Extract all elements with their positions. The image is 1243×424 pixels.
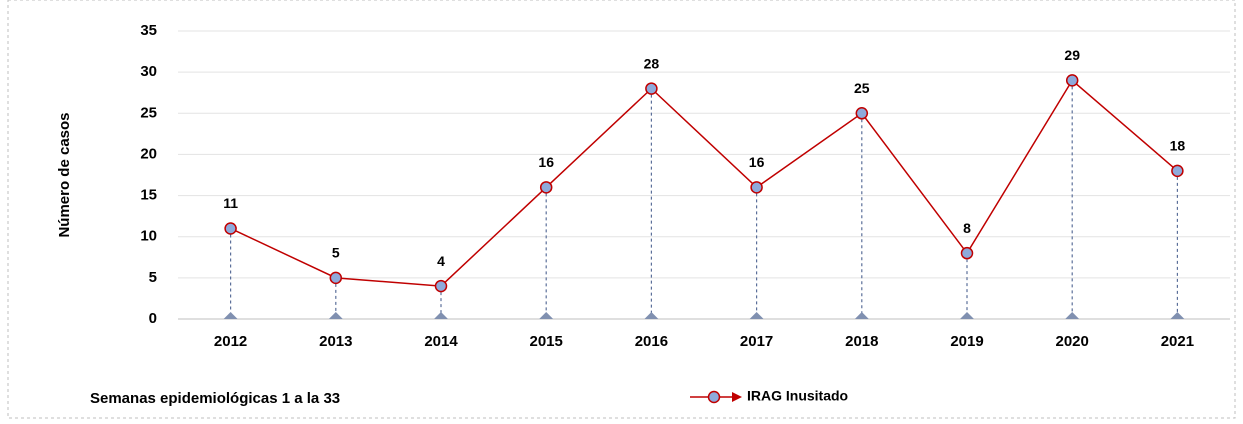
marker xyxy=(1065,74,1079,87)
x-tick-label: 2015 xyxy=(530,333,563,350)
base-marker xyxy=(960,312,974,319)
marker xyxy=(434,279,448,293)
x-tick-label: 2019 xyxy=(950,333,983,350)
marker xyxy=(224,222,237,235)
marker xyxy=(855,107,869,120)
data-label: 29 xyxy=(1064,47,1080,63)
base-marker xyxy=(854,312,869,319)
base-marker xyxy=(328,312,343,319)
marker xyxy=(329,271,343,285)
y-tick-label: 10 xyxy=(140,228,157,245)
y-tick-label: 30 xyxy=(140,63,157,80)
data-label: 5 xyxy=(332,245,340,261)
legend-label: IRAG Inusitado xyxy=(747,388,848,404)
data-label: 16 xyxy=(749,154,765,170)
marker xyxy=(645,82,658,95)
y-tick-label: 5 xyxy=(149,269,157,286)
base-marker xyxy=(539,312,554,319)
x-tick-label: 2012 xyxy=(214,333,247,350)
x-tick-label: 2016 xyxy=(635,333,668,350)
data-label: 11 xyxy=(223,195,238,211)
base-marker xyxy=(434,312,448,319)
x-tick-label: 2014 xyxy=(424,333,458,350)
y-tick-label: 25 xyxy=(140,104,157,121)
note: Semanas epidemiológicas 1 a la 33 xyxy=(90,390,340,407)
x-tick-label: 2021 xyxy=(1161,333,1194,350)
data-label: 16 xyxy=(538,154,554,170)
y-tick-label: 20 xyxy=(140,145,157,162)
marker xyxy=(750,181,763,194)
x-tick-label: 2020 xyxy=(1056,333,1089,350)
y-tick-label: 0 xyxy=(149,310,157,327)
series-line xyxy=(230,79,1178,287)
data-label: 4 xyxy=(437,253,445,269)
base-marker xyxy=(749,312,764,319)
marker xyxy=(1171,164,1184,178)
y-tick-label: 35 xyxy=(140,22,157,39)
data-label: 8 xyxy=(963,220,971,236)
x-tick-label: 2013 xyxy=(319,333,352,350)
x-tick-label: 2017 xyxy=(740,333,773,350)
legend-arrow xyxy=(732,392,742,402)
marker xyxy=(539,181,553,194)
base-marker xyxy=(223,312,238,319)
marker xyxy=(960,246,974,260)
data-label: 18 xyxy=(1170,138,1186,154)
y-axis-label: Número de casos xyxy=(56,112,73,237)
data-label: 25 xyxy=(854,80,870,96)
base-marker xyxy=(1065,312,1080,319)
base-marker xyxy=(644,312,659,319)
legend-marker xyxy=(707,390,721,404)
y-tick-label: 15 xyxy=(140,187,157,204)
base-marker xyxy=(1170,312,1185,319)
data-label: 28 xyxy=(644,55,660,71)
chart-border xyxy=(7,0,1236,419)
x-tick-label: 2018 xyxy=(845,333,878,350)
